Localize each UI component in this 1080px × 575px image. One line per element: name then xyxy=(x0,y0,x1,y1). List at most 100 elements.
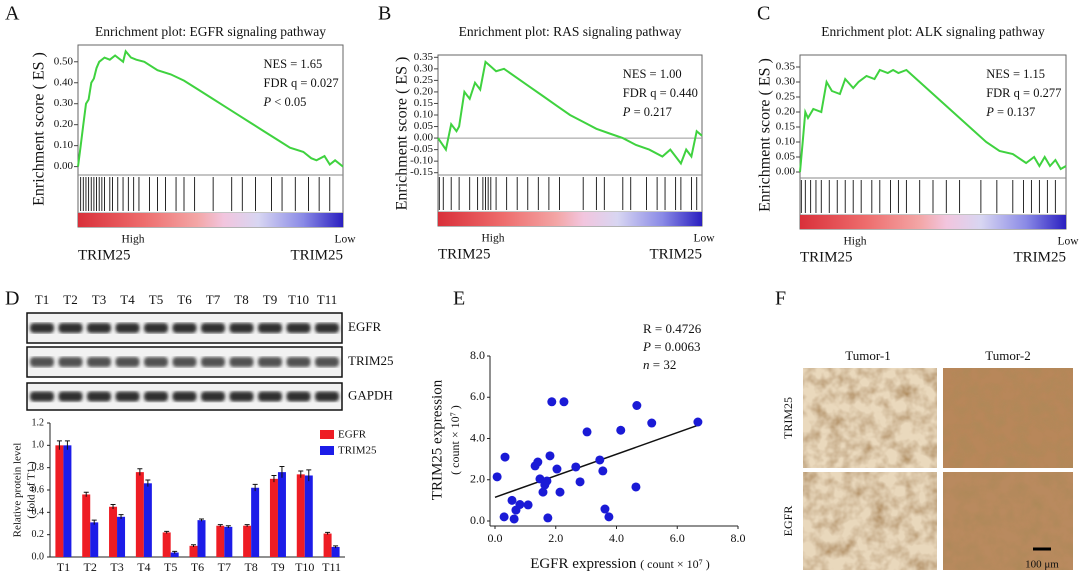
x-axis-title: EGFR expression xyxy=(530,556,637,572)
bar xyxy=(90,522,99,557)
error-bar xyxy=(271,474,277,483)
bar xyxy=(243,525,252,557)
phenotype-label: High xyxy=(122,234,145,246)
y-tick-label: 2.0 xyxy=(470,472,485,486)
y-tick-label: 0.00 xyxy=(414,132,434,144)
x-tick-label: T5 xyxy=(164,560,177,574)
panel-label: F xyxy=(775,288,786,310)
x-tick-label: T6 xyxy=(191,560,204,574)
y-tick-label: 0.15 xyxy=(414,97,434,109)
ihc-image xyxy=(943,368,1073,468)
blot-band xyxy=(286,323,311,333)
scatter-point xyxy=(523,500,533,510)
blot-band xyxy=(115,391,140,402)
es-curve xyxy=(437,60,703,166)
error-bar xyxy=(64,440,70,450)
stat-symbol: P xyxy=(642,339,651,354)
bar xyxy=(189,545,198,557)
error-bar xyxy=(225,525,231,528)
stat-annotation: FDR q = 0.277 xyxy=(986,86,1061,100)
x-tick-label: T10 xyxy=(295,560,314,574)
x-tick-label: T9 xyxy=(271,560,284,574)
bar xyxy=(277,472,286,557)
x-axis-label: EGFR expression ( count × 10⁷ ) xyxy=(530,556,710,572)
y-tick-label: 0.10 xyxy=(414,109,434,121)
y-tick-label: 0.0 xyxy=(470,513,485,527)
rank-gradient xyxy=(438,212,702,226)
stat-text: = 0.4726 xyxy=(655,321,702,336)
y-axis-unit: ( count × 10⁷ ) xyxy=(448,405,462,475)
scatter-point xyxy=(600,504,610,514)
bar xyxy=(117,516,126,557)
stat-text: = 0.137 xyxy=(997,105,1035,119)
panel-label: E xyxy=(453,288,465,310)
blot-band xyxy=(144,323,168,333)
y-tick-label: 0.40 xyxy=(54,76,74,88)
y-tick-label: 4.0 xyxy=(470,430,485,444)
y-tick-label: 0.20 xyxy=(414,85,434,97)
phenotype-label: Low xyxy=(693,233,715,245)
scatter-point xyxy=(616,425,626,435)
blot-band xyxy=(201,357,225,367)
y-tick-label: 0.35 xyxy=(414,51,434,63)
x-tick-label: T8 xyxy=(244,560,257,574)
scatter-point xyxy=(595,455,605,465)
bar xyxy=(170,552,179,557)
error-bar xyxy=(298,470,304,478)
ihc-row-label: EGFR xyxy=(781,506,795,537)
group-label: TRIM25 xyxy=(438,246,491,262)
bar xyxy=(224,526,233,557)
x-tick-label: T3 xyxy=(110,560,123,574)
bar xyxy=(63,445,72,557)
lane-label: T6 xyxy=(177,292,192,307)
scatter-point xyxy=(538,487,548,497)
blot-band xyxy=(144,357,168,367)
stat-text: = 0.0063 xyxy=(654,339,700,354)
panel-label: C xyxy=(757,3,770,25)
y-tick-label: 0.20 xyxy=(776,106,796,118)
error-bar xyxy=(145,479,151,487)
scatter-point xyxy=(647,418,657,428)
error-bar xyxy=(164,530,170,534)
stat-annotation: n = 32 xyxy=(643,357,676,372)
phenotype-label: Low xyxy=(334,234,356,246)
scatter-point xyxy=(559,397,569,407)
blot-band xyxy=(144,391,168,402)
stat-symbol: R xyxy=(643,321,652,336)
error-bar xyxy=(56,440,62,450)
stat-text: < 0.05 xyxy=(274,95,306,109)
bar xyxy=(162,532,171,557)
stat-annotation: P = 0.217 xyxy=(622,105,672,119)
scatter-point xyxy=(500,452,510,462)
lane-label: T1 xyxy=(35,292,49,307)
blot-band xyxy=(229,391,254,402)
blot-band xyxy=(87,323,111,333)
y-tick-label: 0.05 xyxy=(414,120,434,132)
error-bar xyxy=(110,504,116,509)
group-label: TRIM25 xyxy=(78,247,131,263)
bar xyxy=(55,445,64,557)
y-tick-label: 0.00 xyxy=(54,160,74,172)
bar xyxy=(304,475,313,557)
scatter-point xyxy=(571,462,581,472)
stat-annotation: R = 0.4726 xyxy=(643,321,702,336)
error-bar xyxy=(252,483,258,492)
x-tick-label: 2.0 xyxy=(548,531,563,545)
y-tick-label: 0.2 xyxy=(32,529,45,540)
stat-annotation: P = 0.0063 xyxy=(642,339,701,354)
bar xyxy=(143,483,152,557)
scatter-point xyxy=(535,474,545,484)
stat-symbol: NES xyxy=(623,67,647,81)
y-tick-label: 6.0 xyxy=(470,389,485,403)
y-axis-label: ( fold of T1 ) xyxy=(26,461,38,519)
blot-band xyxy=(315,391,339,402)
ihc-column-label: Tumor-2 xyxy=(985,348,1031,363)
scatter-point xyxy=(542,476,552,486)
ihc-images xyxy=(803,368,1073,570)
stat-symbol: P xyxy=(263,95,272,109)
blot-band xyxy=(315,323,339,333)
scatter-point xyxy=(632,401,642,410)
y-axis-label: TRIM25 expression xyxy=(429,379,445,500)
y-tick-label: 0.25 xyxy=(414,74,434,86)
bar xyxy=(216,525,225,557)
